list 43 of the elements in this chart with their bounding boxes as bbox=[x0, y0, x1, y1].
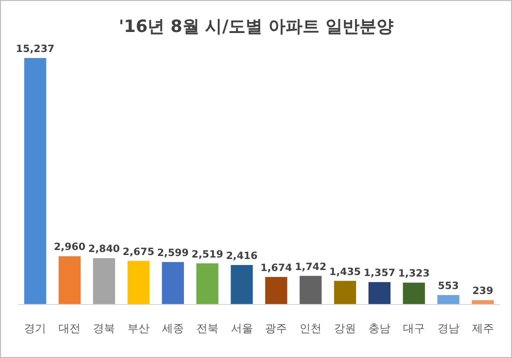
bar bbox=[265, 276, 288, 304]
x-tick-label: 인천 bbox=[300, 322, 322, 335]
x-tick-label: 전북 bbox=[196, 322, 218, 335]
data-label: 2,960 bbox=[54, 242, 86, 254]
x-tick-label: 강원 bbox=[334, 322, 356, 335]
x-tick-label: 경남 bbox=[437, 322, 460, 335]
x-tick-label: 세종 bbox=[162, 322, 184, 335]
bar bbox=[196, 263, 218, 304]
data-label: 2,675 bbox=[122, 246, 154, 258]
data-label: 1,435 bbox=[329, 266, 361, 278]
bar bbox=[334, 280, 356, 304]
x-tick-label: 대전 bbox=[58, 322, 81, 335]
x-tick-label: 서울 bbox=[230, 322, 253, 335]
x-tick-label: 경북 bbox=[93, 322, 116, 335]
data-label: 15,237 bbox=[16, 44, 55, 55]
bar bbox=[162, 262, 184, 304]
bar bbox=[300, 276, 322, 304]
x-tick-label: 대구 bbox=[402, 322, 425, 335]
data-label: 2,416 bbox=[226, 250, 258, 262]
data-label: 2,840 bbox=[88, 244, 120, 256]
chart-title: '16년 8월 시/도별 아파트 일반분양 bbox=[118, 17, 394, 37]
bar bbox=[58, 256, 81, 304]
bar bbox=[93, 258, 116, 304]
data-label: 1,742 bbox=[294, 262, 326, 273]
data-label: 1,674 bbox=[260, 262, 292, 274]
data-label: 2,519 bbox=[192, 249, 224, 260]
bar bbox=[24, 58, 46, 304]
bar bbox=[230, 264, 253, 304]
bar bbox=[368, 282, 391, 304]
data-label: 239 bbox=[472, 286, 494, 298]
data-label: 1,323 bbox=[398, 268, 430, 280]
bar bbox=[437, 295, 460, 304]
bar bbox=[472, 300, 494, 304]
x-tick-label: 경기 bbox=[24, 322, 46, 335]
x-tick-label: 부산 bbox=[128, 322, 150, 335]
data-label: 1,357 bbox=[364, 268, 396, 280]
x-tick-label: 광주 bbox=[265, 322, 288, 335]
x-tick-label: 제주 bbox=[472, 322, 494, 335]
data-label: 2,599 bbox=[157, 248, 189, 260]
x-tick-label: 충남 bbox=[368, 322, 390, 335]
bar bbox=[127, 260, 150, 304]
data-label: 553 bbox=[438, 281, 459, 292]
bar bbox=[402, 282, 425, 304]
